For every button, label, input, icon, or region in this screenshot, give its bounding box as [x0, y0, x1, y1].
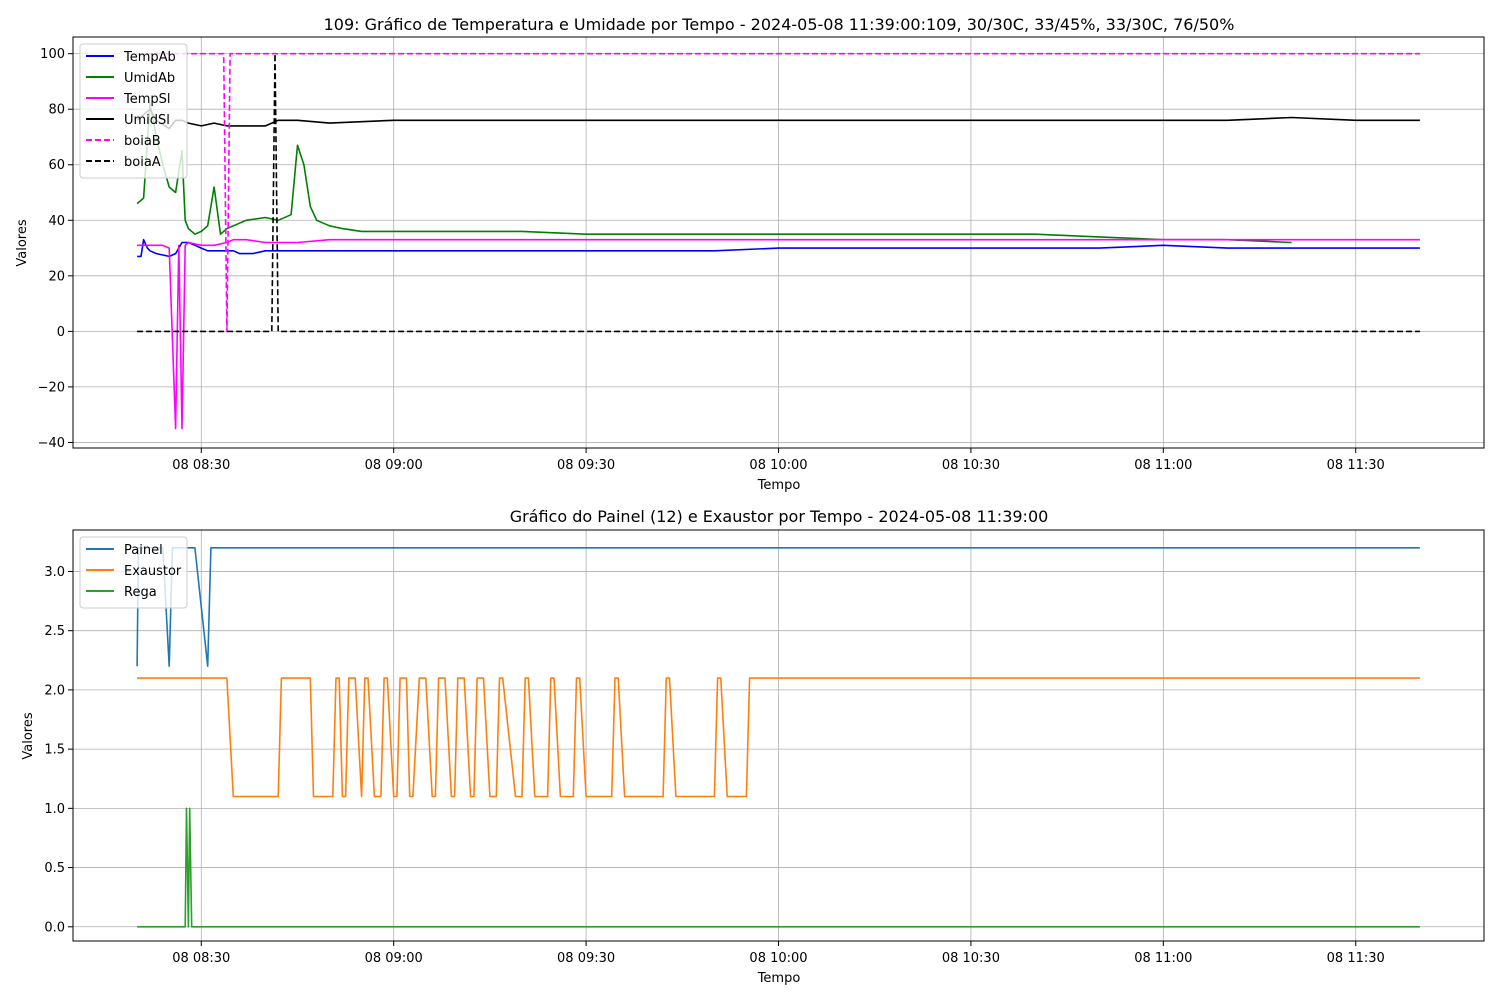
y-tick-label: 2.0: [44, 683, 65, 698]
series-line-rega: [137, 807, 1420, 928]
y-tick-label: 3.0: [44, 565, 65, 580]
chart-title: 109: Gráfico de Temperatura e Umidade po…: [324, 15, 1235, 34]
y-tick-label: −40: [38, 436, 65, 451]
y-tick-label: 0.5: [44, 861, 65, 876]
y-tick-label: −20: [38, 380, 65, 395]
x-tick-label: 08 10:30: [942, 458, 1000, 473]
x-tick-label: 08 11:00: [1134, 458, 1192, 473]
y-tick-label: 100: [40, 47, 65, 62]
x-tick-label: 08 08:30: [172, 458, 230, 473]
series-line-umidab: [136, 102, 1292, 244]
y-tick-label: 60: [48, 158, 65, 173]
x-tick-label: 08 11:00: [1134, 951, 1192, 966]
y-tick-label: 1.0: [44, 802, 65, 817]
x-tick-label: 08 09:30: [557, 458, 615, 473]
panel-exhaust-chart: Gráfico do Painel (12) e Exaustor por Te…: [21, 507, 1485, 986]
x-tick-label: 08 11:30: [1327, 951, 1385, 966]
legend-label: UmidAb: [124, 71, 175, 86]
y-tick-label: 2.5: [44, 624, 65, 639]
x-tick-label: 08 09:00: [365, 458, 423, 473]
legend-label: Painel: [124, 543, 163, 558]
legend: TempAb UmidAb TempSl UmidSl boiaB boiaA: [79, 43, 188, 179]
x-tick-label: 08 08:30: [172, 951, 230, 966]
legend-label: boiaA: [124, 155, 161, 170]
x-axis-ticks: 08 08:30 08 09:00 08 09:30 08 10:00 08 10:30…: [172, 448, 1385, 473]
x-tick-label: 08 10:30: [942, 951, 1000, 966]
y-axis-ticks: 0.0 0.5 1.0 1.5 2.0 2.5 3.0: [44, 565, 73, 935]
legend-label: Rega: [124, 585, 157, 600]
x-tick-label: 08 09:30: [557, 951, 615, 966]
chart-title: Gráfico do Painel (12) e Exaustor por Te…: [510, 507, 1049, 526]
y-tick-label: 80: [48, 103, 65, 118]
legend-label: boiaB: [124, 134, 161, 149]
y-tick-label: 0: [57, 325, 65, 340]
x-axis-ticks: 08 08:30 08 09:00 08 09:30 08 10:00 08 10:30…: [172, 941, 1385, 966]
y-tick-label: 1.5: [44, 743, 65, 758]
y-tick-label: 0.0: [44, 920, 65, 935]
y-axis-ticks: −40 −20 0 20 40 60 80 100: [38, 47, 73, 451]
grid: [73, 530, 1484, 941]
legend-label: TempSl: [123, 92, 171, 107]
y-axis-label: Valores: [15, 219, 30, 266]
x-axis-label: Tempo: [757, 971, 801, 986]
x-tick-label: 08 10:00: [749, 458, 807, 473]
legend-label: UmidSl: [124, 113, 170, 128]
y-tick-label: 20: [48, 269, 65, 284]
legend-label: TempAb: [123, 50, 176, 65]
series-line-boiab: [137, 52, 1420, 333]
x-tick-label: 08 11:30: [1327, 458, 1385, 473]
temperature-humidity-chart: 109: Gráfico de Temperatura e Umidade po…: [15, 15, 1485, 493]
x-tick-label: 08 09:00: [365, 951, 423, 966]
series-line-tempsl: [137, 238, 1420, 430]
series-line-exaustor: [137, 677, 1420, 798]
y-axis-label: Valores: [21, 712, 36, 759]
x-tick-label: 08 10:00: [749, 951, 807, 966]
legend-label: Exaustor: [124, 564, 182, 579]
series-line-boiaa: [137, 52, 1420, 333]
x-axis-label: Tempo: [757, 478, 801, 493]
legend: Painel Exaustor Rega: [79, 536, 188, 609]
series-line-tempab: [137, 238, 1420, 258]
y-tick-label: 40: [48, 214, 65, 229]
